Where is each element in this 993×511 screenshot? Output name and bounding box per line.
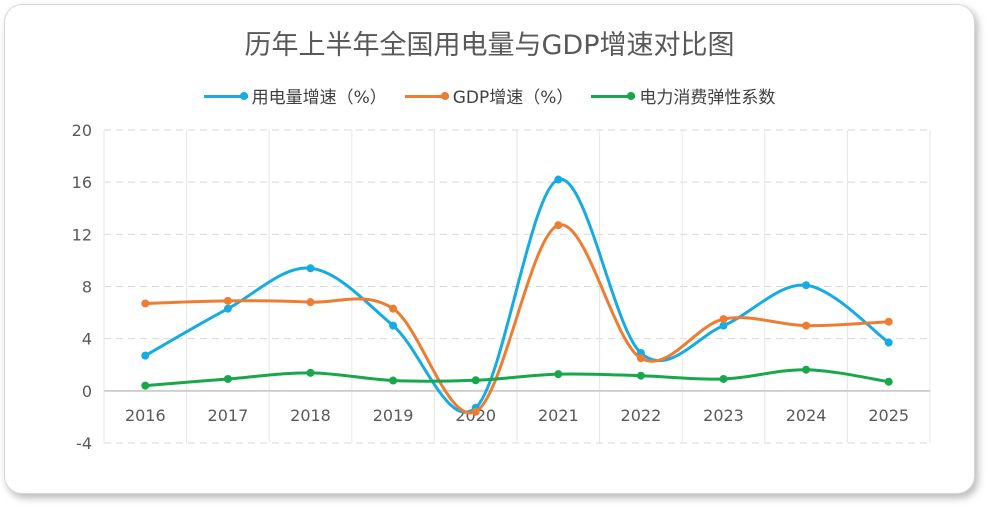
legend: 用电量增速（%） GDP增速（%） 电力消费弹性系数 (5, 83, 974, 108)
x-tick-label: 2018 (290, 406, 331, 425)
y-tick-label: 0 (82, 382, 92, 401)
legend-label-power: 用电量增速（%） (251, 88, 387, 108)
series-line-power-growth (143, 178, 891, 414)
data-point-power-growth (223, 304, 232, 313)
data-point-elasticity (223, 374, 232, 383)
legend-swatch-gdp (404, 90, 449, 102)
data-point-elasticity (141, 381, 150, 390)
legend-item-gdp-growth[interactable]: GDP增速（%） (404, 83, 574, 108)
data-point-gdp-growth (389, 304, 398, 313)
data-point-power-growth (306, 264, 315, 273)
legend-item-power-growth[interactable]: 用电量增速（%） (203, 83, 387, 108)
chart-card: 历年上半年全国用电量与GDP增速对比图 用电量增速（%） GDP增速（%） 电力… (4, 4, 975, 494)
data-point-power-growth (802, 281, 811, 290)
data-point-gdp-growth (471, 407, 480, 416)
data-point-elasticity (389, 376, 398, 385)
data-point-power-growth (389, 321, 398, 330)
data-point-gdp-growth (884, 317, 893, 326)
data-point-elasticity (636, 371, 645, 380)
data-point-gdp-growth (554, 221, 563, 230)
data-point-gdp-growth (223, 296, 232, 305)
x-tick-label: 2024 (786, 406, 827, 425)
data-point-gdp-growth (306, 298, 315, 307)
x-tick-label: 2021 (538, 406, 579, 425)
data-point-gdp-growth (636, 354, 645, 363)
x-tick-label: 2022 (621, 406, 662, 425)
legend-label-elasticity: 电力消费弹性系数 (639, 88, 776, 108)
data-point-elasticity (802, 365, 811, 374)
data-point-power-growth (884, 338, 893, 347)
data-point-gdp-growth (802, 321, 811, 330)
data-point-gdp-growth (719, 315, 728, 324)
chart-title: 历年上半年全国用电量与GDP增速对比图 (244, 30, 735, 61)
x-tick-label: 2023 (703, 406, 744, 425)
series-line-elasticity (143, 368, 891, 388)
data-point-power-growth (719, 321, 728, 330)
x-tick-label: 2019 (373, 406, 414, 425)
data-point-elasticity (306, 368, 315, 377)
y-tick-label: 4 (82, 330, 92, 349)
data-point-gdp-growth (141, 299, 150, 308)
data-point-elasticity (719, 374, 728, 383)
series-line-gdp-growth (143, 223, 891, 415)
y-tick-label: 12 (72, 225, 92, 244)
legend-swatch-elasticity (591, 90, 636, 102)
legend-label-gdp: GDP增速（%） (452, 88, 574, 108)
data-point-power-growth (554, 175, 563, 184)
y-tick-label: 8 (82, 278, 92, 297)
data-point-elasticity (471, 376, 480, 385)
legend-item-elasticity[interactable]: 电力消费弹性系数 (591, 83, 775, 108)
data-point-power-growth (141, 351, 150, 360)
y-tick-label: 20 (72, 121, 92, 140)
x-tick-label: 2017 (208, 406, 249, 425)
data-point-elasticity (554, 370, 563, 379)
x-tick-label: 2016 (125, 406, 166, 425)
legend-swatch-power (203, 90, 248, 102)
x-tick-label: 2025 (868, 406, 909, 425)
data-point-elasticity (884, 377, 893, 386)
y-tick-label: 16 (72, 173, 92, 192)
y-tick-label: -4 (76, 434, 92, 453)
